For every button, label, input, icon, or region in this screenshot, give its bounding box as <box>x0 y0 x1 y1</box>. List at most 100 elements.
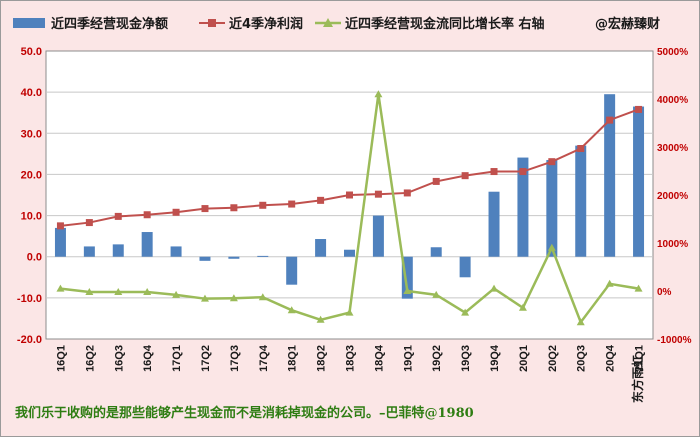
cash-flow-bar <box>286 256 298 285</box>
cash-flow-bar <box>199 256 211 261</box>
net-profit-series <box>56 105 643 230</box>
left-tick-label: 10.0 <box>21 211 42 223</box>
x-tick-label: 17Q4 <box>258 344 270 372</box>
buffett-quote: 我们乐于收购的是那些能够产生现金而不是消耗掉现金的公司。–巴菲特@1980 <box>15 405 474 421</box>
growth-rate-marker <box>461 308 470 316</box>
growth-rate-marker <box>345 308 354 316</box>
net-profit-marker <box>143 211 151 219</box>
x-tick-label: 16Q1 <box>55 345 67 372</box>
growth-rate-marker <box>287 306 296 314</box>
growth-rate-marker <box>258 293 267 301</box>
cash-flow-bar <box>170 246 182 257</box>
cash-flow-bar <box>344 249 355 257</box>
cash-flow-bar <box>112 244 124 257</box>
growth-rate-marker <box>634 284 643 292</box>
legend-profit-marker <box>208 19 216 27</box>
cash-flow-bar <box>228 256 240 259</box>
right-tick-label: 0% <box>657 287 672 298</box>
x-tick-label: 16Q4 <box>142 344 154 372</box>
legend-bar-label: 近四季经营现金净额 <box>51 16 168 32</box>
growth-rate-marker <box>200 294 209 302</box>
cash-flow-bar <box>633 106 645 257</box>
growth-rate-marker <box>316 315 325 323</box>
x-tick-label: 19Q1 <box>402 345 414 372</box>
x-tick-label: 18Q1 <box>287 345 299 372</box>
growth-rate-marker <box>172 290 181 298</box>
right-tick-label: 4000% <box>657 95 688 106</box>
left-tick-label: 20.0 <box>21 169 42 181</box>
cash-flow-bar <box>54 227 66 257</box>
growth-rate-marker <box>56 284 65 292</box>
cash-flow-bar <box>604 94 616 257</box>
net-profit-marker <box>201 205 209 213</box>
net-profit-marker <box>172 208 180 216</box>
x-tick-label: 19Q2 <box>431 345 443 372</box>
right-tick-label: 2000% <box>657 191 688 202</box>
growth-rate-marker <box>576 318 585 326</box>
net-profit-marker <box>548 158 556 166</box>
legend-profit-label: 近4季净利润 <box>229 16 303 32</box>
x-tick-label: 20Q3 <box>576 345 588 372</box>
x-tick-label: 20Q1 <box>518 345 530 372</box>
x-tick-label: 17Q1 <box>171 345 183 372</box>
x-tick-label: 21Q1 <box>634 345 646 372</box>
growth-rate-marker <box>403 287 412 294</box>
right-axis-ticks: 5000% 4000% 3000% 2000% 1000% 0% -1000% <box>657 47 692 346</box>
net-profit-marker <box>374 190 382 198</box>
net-profit-marker <box>403 189 411 197</box>
growth-series <box>56 90 643 326</box>
right-tick-label: 3000% <box>657 143 688 154</box>
cash-flow-bar <box>517 157 529 257</box>
cash-flow-bar <box>459 256 471 278</box>
left-tick-label: 50.0 <box>21 46 42 58</box>
net-profit-marker <box>432 177 440 185</box>
growth-rate-marker <box>432 290 441 298</box>
right-tick-label: -1000% <box>657 335 692 346</box>
growth-rate-marker <box>605 279 614 287</box>
net-profit-marker <box>635 105 643 113</box>
net-profit-marker <box>346 191 353 199</box>
x-tick-label: 17Q2 <box>200 345 212 372</box>
x-axis-ticks: 16Q1 16Q2 16Q3 16Q4 17Q1 17Q2 17Q3 17Q4 18Q1 18Q2… <box>55 344 645 372</box>
cash-flow-bar <box>257 255 269 257</box>
growth-rate-marker <box>490 284 499 292</box>
left-axis-ticks: 50.0 40.0 30.0 20.0 10.0 0.0 -10.0 -20.0 <box>17 46 42 346</box>
right-tick-label: 5000% <box>657 47 688 58</box>
x-tick-label: 16Q3 <box>113 345 125 372</box>
x-tick-label: 18Q3 <box>345 345 357 372</box>
left-tick-label: -10.0 <box>17 293 42 305</box>
left-tick-label: 0.0 <box>27 252 42 264</box>
net-profit-marker <box>230 204 238 212</box>
cash-flow-bar <box>430 247 442 257</box>
growth-rate-marker <box>229 294 238 302</box>
net-profit-marker <box>114 212 122 220</box>
growth-rate-marker <box>374 90 383 98</box>
legend: 近四季经营现金净额 近4季净利润 近四季经营现金流同比增长率 右轴 @宏赫臻财 <box>13 16 660 32</box>
x-tick-label: 20Q2 <box>547 345 559 372</box>
net-profit-marker <box>577 145 585 153</box>
net-profit-marker <box>317 196 325 204</box>
left-tick-label: -20.0 <box>17 334 42 346</box>
growth-rate-marker <box>85 287 94 295</box>
growth-rate-marker <box>114 287 123 295</box>
net-profit-marker <box>519 168 527 176</box>
legend-growth-label: 近四季经营现金流同比增长率 右轴 <box>345 16 545 32</box>
x-tick-label: 18Q2 <box>316 345 328 372</box>
cash-flow-bar <box>372 215 384 257</box>
legend-source-tag: @宏赫臻财 <box>595 16 660 32</box>
net-profit-marker <box>85 219 93 227</box>
net-profit-marker <box>606 116 614 124</box>
x-tick-label: 19Q3 <box>460 345 472 372</box>
growth-rate-marker <box>143 287 152 295</box>
x-tick-label: 20Q4 <box>605 344 617 372</box>
net-profit-marker <box>490 168 498 176</box>
cash-flow-bar <box>141 232 153 257</box>
bar-series <box>54 94 645 299</box>
growth-rate-marker <box>547 243 556 251</box>
cash-flow-bar <box>488 191 500 257</box>
net-profit-marker <box>461 172 469 180</box>
legend-growth-marker <box>323 18 333 27</box>
left-tick-label: 30.0 <box>21 128 42 140</box>
